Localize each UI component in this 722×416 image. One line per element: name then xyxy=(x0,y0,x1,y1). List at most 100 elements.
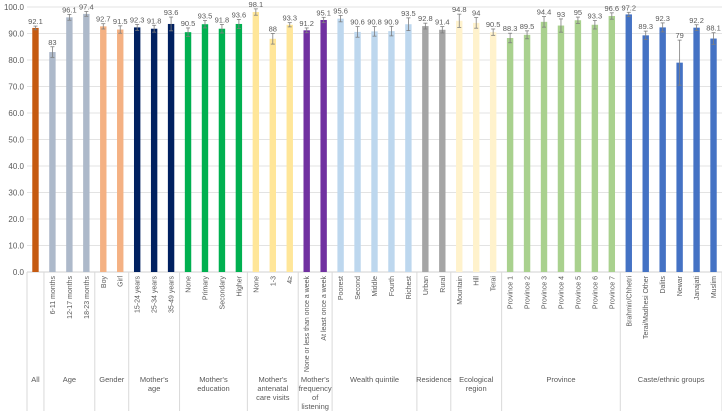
data-label: 91.8 xyxy=(215,15,230,24)
data-label: 92.2 xyxy=(689,16,704,25)
data-label: 90.8 xyxy=(367,18,382,27)
group-label: Gender xyxy=(99,375,125,384)
group-label: Mother's education xyxy=(197,375,230,393)
x-tick-label: 15-24 years xyxy=(135,276,142,313)
bar xyxy=(625,14,632,272)
group-label: All xyxy=(31,375,40,384)
bar xyxy=(354,31,361,272)
bar xyxy=(439,29,446,273)
x-tick-label: 35-49 years xyxy=(169,276,176,313)
data-label: 94.4 xyxy=(537,8,552,17)
data-label: 91.5 xyxy=(113,17,128,26)
data-label: 97.4 xyxy=(79,3,94,12)
data-label: 93.6 xyxy=(232,10,247,19)
bar xyxy=(473,22,480,273)
bar xyxy=(557,25,565,272)
x-tick-label: Mountain xyxy=(457,276,464,305)
y-tick-label: 20.0 xyxy=(8,215,24,224)
group-label: Residence xyxy=(416,375,451,384)
bar xyxy=(150,28,158,273)
data-label: 93 xyxy=(557,10,565,19)
bar xyxy=(422,26,429,272)
bar xyxy=(133,27,141,273)
bar xyxy=(83,13,90,272)
data-label: 90.9 xyxy=(384,17,399,26)
x-tick-label: Boy xyxy=(101,276,108,289)
y-tick-label: 50.0 xyxy=(8,136,24,145)
data-label: 93.3 xyxy=(588,12,603,21)
data-label: 95.6 xyxy=(333,6,348,15)
x-tick-label: Dalits xyxy=(660,276,667,294)
y-tick-label: 80.0 xyxy=(8,56,24,65)
group-label: Mother's antenatal care visits xyxy=(256,375,290,402)
data-label: 88 xyxy=(269,25,277,34)
x-tick-label: Poorest xyxy=(338,276,345,300)
bar xyxy=(693,27,700,273)
bar xyxy=(49,52,56,272)
data-label: 90.5 xyxy=(486,20,501,29)
x-tick-label: Secondary xyxy=(219,276,226,310)
x-tick-label: 1-3 xyxy=(270,276,277,286)
data-label: 95 xyxy=(574,8,582,17)
bar xyxy=(642,35,649,273)
x-tick-label: Newar xyxy=(677,275,684,296)
bar xyxy=(371,31,378,272)
data-label: 94 xyxy=(472,9,480,18)
x-tick-label: Fourth xyxy=(389,276,396,296)
x-tick-label: 6-11 months xyxy=(50,276,57,315)
bar xyxy=(676,62,683,273)
x-tick-label: Province 1 xyxy=(508,276,515,309)
data-label: 91.4 xyxy=(435,18,450,27)
x-tick-label: Terai/Madhesi Other xyxy=(643,275,650,339)
data-label: 92.7 xyxy=(96,15,111,24)
data-label: 89.5 xyxy=(520,22,535,31)
x-tick-label: Province 2 xyxy=(525,276,532,309)
x-tick-label: Girl xyxy=(118,276,125,287)
x-tick-label: None or less than once a week xyxy=(304,276,311,373)
data-label: 93.5 xyxy=(401,9,416,18)
x-tick-label: 18-23 months xyxy=(84,276,91,319)
bar xyxy=(303,30,310,272)
data-label: 93.5 xyxy=(198,12,213,21)
y-tick-label: 70.0 xyxy=(8,83,24,92)
x-tick-label: Urban xyxy=(423,276,430,295)
y-tick-label: 100.0 xyxy=(4,3,25,12)
bar xyxy=(66,17,73,273)
group-label: Mother's age xyxy=(140,375,169,393)
group-label: Province xyxy=(546,375,575,384)
y-tick-label: 10.0 xyxy=(8,242,24,251)
data-label: 95.1 xyxy=(316,8,331,17)
data-label: 91.2 xyxy=(299,19,314,28)
group-label: Ecological region xyxy=(459,375,494,393)
group-label: Caste/ethnic groups xyxy=(638,375,705,384)
bar xyxy=(710,38,717,272)
y-tick-label: 0.0 xyxy=(13,268,25,277)
bar xyxy=(286,24,293,272)
data-label: 92.3 xyxy=(130,15,145,24)
bar xyxy=(252,12,260,272)
bar xyxy=(320,19,327,272)
bar xyxy=(608,16,616,273)
y-tick-label: 40.0 xyxy=(8,162,24,171)
x-tick-label: Rural xyxy=(440,276,447,293)
data-label: 89.3 xyxy=(638,22,653,31)
data-label: 96.1 xyxy=(62,5,77,14)
bar xyxy=(489,32,497,272)
x-tick-label: Terai xyxy=(491,276,498,292)
data-label: 97.2 xyxy=(621,3,636,12)
x-tick-label: Primary xyxy=(202,276,209,301)
data-label: 92.8 xyxy=(418,14,433,23)
bar xyxy=(659,27,666,273)
bar xyxy=(184,32,192,272)
bar xyxy=(591,24,599,272)
x-tick-label: Province 7 xyxy=(609,276,616,309)
bar xyxy=(337,18,344,272)
data-label: 96.6 xyxy=(605,4,620,13)
bar xyxy=(506,38,514,272)
data-label: 88.1 xyxy=(706,24,721,33)
data-label: 98.1 xyxy=(249,0,264,9)
bar xyxy=(117,29,124,273)
bar xyxy=(405,24,412,272)
data-label: 94.8 xyxy=(452,5,467,14)
